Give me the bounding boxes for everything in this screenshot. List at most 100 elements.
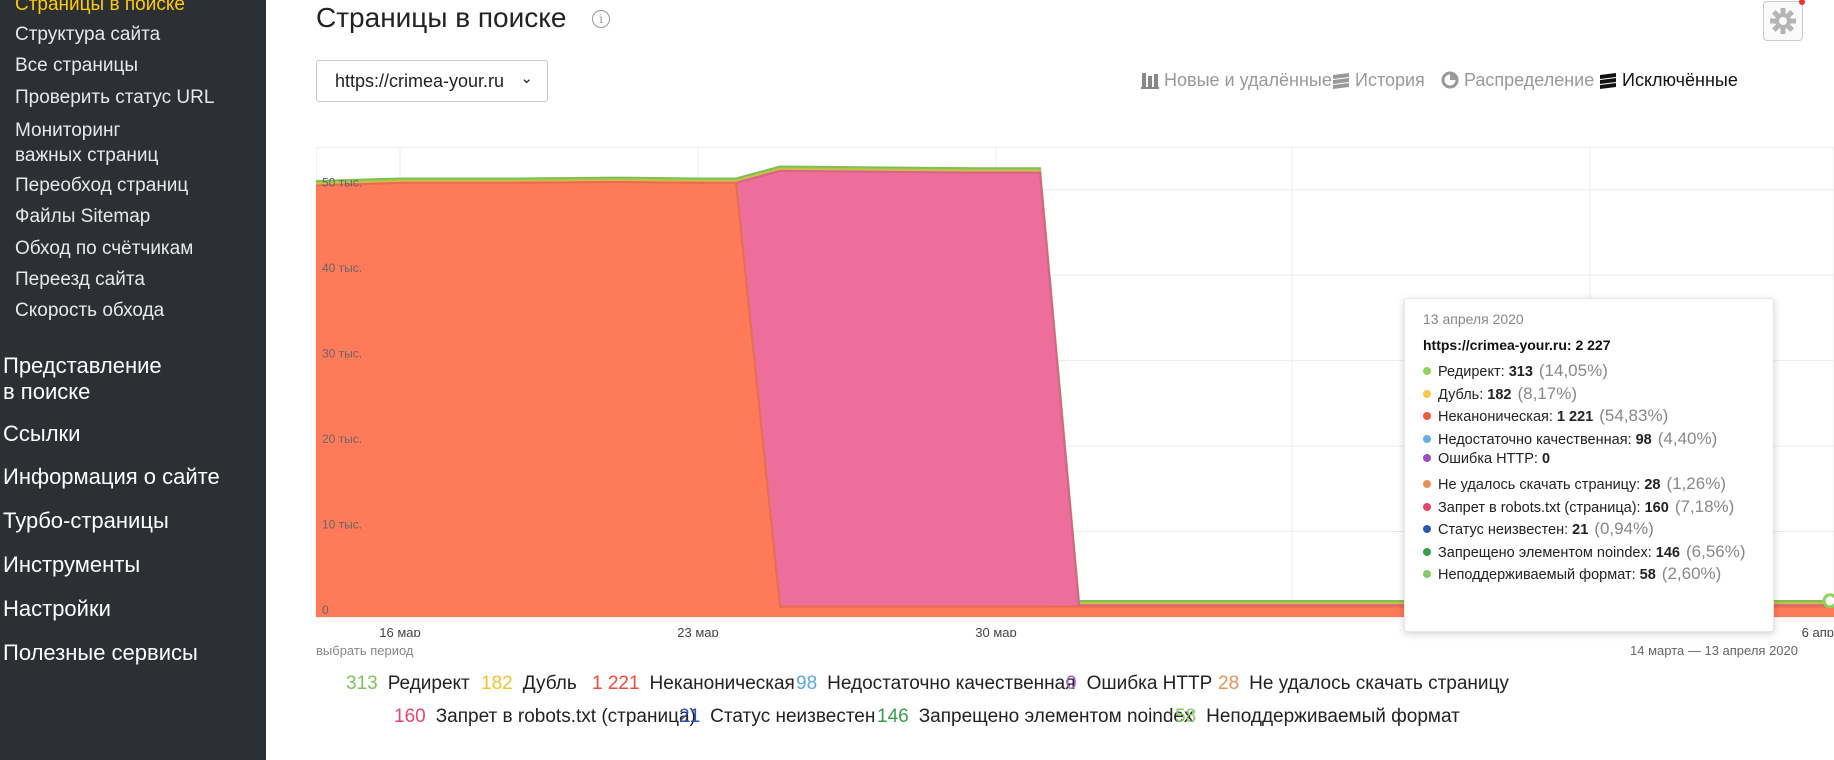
- tooltip-row-percent: (7,18%): [1674, 496, 1735, 516]
- tab-excluded[interactable]: Исключённые: [1599, 70, 1738, 91]
- tooltip-site-total: https://crimea-your.ru: 2 227: [1423, 337, 1611, 353]
- legend-value: 58: [1175, 706, 1197, 727]
- tab-label: Распределение: [1464, 70, 1595, 90]
- legend-dot-icon: [1423, 389, 1431, 398]
- tooltip-row: Ошибка HTTP: 0: [1423, 451, 1550, 467]
- legend-dot-icon: [1423, 525, 1431, 534]
- tooltip-row: Неподдерживаемый формат: 58 (2,60%): [1423, 564, 1721, 584]
- sidebar-item-recrawl[interactable]: Переобход страниц: [15, 175, 189, 196]
- tooltip-row-label: Редирект:: [1438, 364, 1509, 380]
- tab-new-removed[interactable]: Новые и удалённые: [1141, 70, 1332, 91]
- tooltip-row: Недостаточно качественная: 98 (4,40%): [1423, 429, 1717, 449]
- tooltip-row-value: 1 221: [1556, 409, 1594, 426]
- legend-item[interactable]: 313 Редирект: [346, 673, 470, 695]
- tooltip-row-percent: (8,17%): [1517, 383, 1578, 403]
- tooltip-row-percent: (54,83%): [1599, 406, 1669, 426]
- legend-item[interactable]: 98 Недостаточно качественная: [796, 673, 1076, 695]
- sidebar-section-site-info[interactable]: Информация о сайте: [3, 464, 220, 489]
- tooltip-row-label: Не удалось скачать страницу:: [1438, 477, 1645, 493]
- sidebar-section-search-view[interactable]: Представление в поиске: [3, 353, 162, 404]
- sidebar-item-sitemap[interactable]: Файлы Sitemap: [15, 206, 151, 227]
- legend-value: 98: [796, 673, 818, 694]
- tooltip-row: Неканоническая: 1 221 (54,83%): [1423, 406, 1668, 426]
- legend-dot-icon: [1423, 454, 1431, 463]
- legend-value: 182: [481, 673, 513, 694]
- tooltip-row: Запрещено элементом noindex: 146 (6,56%): [1423, 542, 1746, 562]
- legend-dot-icon: [1423, 547, 1431, 556]
- x-tick-label: 6 апр: [1802, 625, 1834, 637]
- sidebar-item-check-url[interactable]: Проверить статус URL: [15, 87, 215, 108]
- layers-icon: [1333, 73, 1349, 89]
- tooltip-row-label: Статус неизвестен:: [1438, 522, 1573, 539]
- area-1: [316, 182, 1834, 617]
- tab-history[interactable]: История: [1332, 70, 1425, 91]
- tooltip-row-value: 28: [1644, 477, 1661, 493]
- sidebar-item-site-structure[interactable]: Структура сайта: [15, 24, 161, 45]
- info-icon[interactable]: i: [592, 10, 610, 28]
- legend-item[interactable]: 182 Дубль: [481, 673, 577, 695]
- tooltip-row-percent: (2,60%): [1661, 564, 1722, 584]
- date-range-label: 14 марта — 13 апреля 2020: [1630, 643, 1798, 658]
- x-tick-label: 23 мар: [677, 625, 718, 637]
- legend-label: Запрещено элементом noindex: [918, 706, 1194, 727]
- legend-item[interactable]: 1 221 Неканоническая: [592, 673, 795, 695]
- site-select[interactable]: https://crimea-your.ru ⌄: [316, 60, 548, 102]
- legend-item[interactable]: 28 Не удалось скачать страницу: [1218, 673, 1509, 695]
- chart-tooltip: 13 апреля 2020 https://crimea-your.ru: 2…: [1404, 298, 1774, 632]
- legend-item[interactable]: 160 Запрет в robots.txt (страница): [394, 706, 696, 728]
- sidebar-item-crawl-speed[interactable]: Скорость обхода: [15, 300, 165, 321]
- tab-distribution[interactable]: Распределение: [1441, 70, 1594, 91]
- sidebar-item-counters[interactable]: Обход по счётчикам: [15, 238, 194, 259]
- legend-dot-icon: [1423, 367, 1431, 375]
- sidebar-item-site-move[interactable]: Переезд сайта: [15, 269, 145, 290]
- tooltip-row-label: Запрет в robots.txt (страница):: [1438, 499, 1645, 516]
- area-1-line: [316, 181, 1834, 608]
- legend-label: Не удалось скачать страницу: [1249, 673, 1509, 694]
- select-period-link[interactable]: выбрать период: [316, 643, 414, 658]
- legend-value: 21: [679, 706, 701, 727]
- legend-item[interactable]: 58 Неподдерживаемый формат: [1175, 706, 1460, 728]
- legend-item[interactable]: 146 Запрещено элементом noindex: [877, 706, 1194, 728]
- bars-icon: [1141, 73, 1159, 89]
- sidebar-item-pages-in-search[interactable]: Страницы в поиске: [15, 0, 185, 15]
- legend-label: Неканоническая: [649, 673, 795, 694]
- tooltip-row: Запрет в robots.txt (страница): 160 (7,18…: [1423, 497, 1734, 517]
- legend-dot-icon: [1423, 570, 1431, 579]
- page-title: Страницы в поиске: [316, 2, 567, 33]
- sidebar-section-links[interactable]: Ссылки: [3, 421, 81, 446]
- sidebar-section-useful[interactable]: Полезные сервисы: [3, 640, 198, 665]
- legend-value: 313: [346, 673, 378, 694]
- tooltip-date: 13 апреля 2020: [1423, 311, 1524, 327]
- legend-item[interactable]: 21 Статус неизвестен: [679, 706, 875, 728]
- y-tick-label: 50 тыс.: [322, 176, 362, 190]
- settings-button[interactable]: [1763, 0, 1805, 41]
- sidebar-section-turbo[interactable]: Турбо-страницы: [3, 508, 169, 533]
- x-tick-label: 30 мар: [975, 625, 1016, 637]
- legend-value: 28: [1218, 673, 1240, 694]
- tooltip-row: Редирект: 313 (14,05%): [1423, 361, 1608, 381]
- sidebar-section-tools[interactable]: Инструменты: [3, 552, 141, 577]
- sidebar-item-monitoring[interactable]: Мониторинг важных страниц: [15, 120, 159, 166]
- y-tick-label: 0: [322, 603, 329, 617]
- sidebar: Страницы в поиске Структура сайта Все ст…: [0, 0, 266, 760]
- layers-icon: [1600, 73, 1616, 89]
- tooltip-row-value: 160: [1644, 499, 1669, 516]
- legend-value: 146: [877, 706, 909, 727]
- y-tick-label: 30 тыс.: [322, 347, 362, 361]
- legend-value: 160: [394, 706, 426, 727]
- sidebar-section-settings[interactable]: Настройки: [3, 596, 111, 621]
- tooltip-row-value: 313: [1508, 364, 1533, 380]
- legend-value: 1 221: [592, 673, 640, 694]
- sidebar-item-all-pages[interactable]: Все страницы: [15, 55, 138, 76]
- gear-icon: [1770, 8, 1796, 34]
- tooltip-row-value: 182: [1487, 386, 1512, 403]
- tab-label: Исключённые: [1622, 70, 1738, 90]
- legend-dot-icon: [1423, 412, 1431, 421]
- tooltip-row-percent: (14,05%): [1538, 361, 1608, 380]
- tooltip-row-percent: (0,94%): [1594, 519, 1654, 539]
- tooltip-row-value: 98: [1635, 431, 1652, 448]
- legend-item[interactable]: 0 Ошибка HTTP: [1066, 673, 1212, 695]
- notification-dot: [1799, 0, 1805, 5]
- tooltip-row-percent: (6,56%): [1685, 541, 1746, 561]
- tab-label: История: [1355, 70, 1425, 90]
